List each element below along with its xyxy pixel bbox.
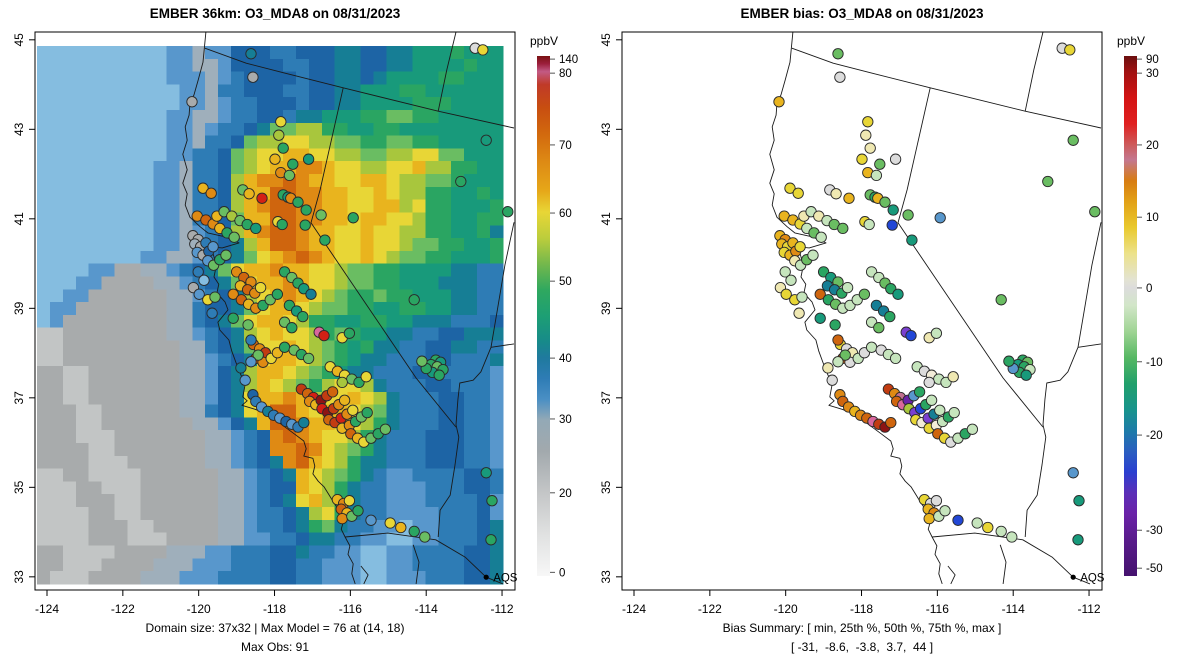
svg-text:-112: -112 bbox=[490, 602, 513, 616]
svg-text:-116: -116 bbox=[926, 602, 949, 616]
svg-text:-116: -116 bbox=[339, 602, 362, 616]
svg-text:45: 45 bbox=[12, 33, 26, 47]
svg-text:140: 140 bbox=[559, 54, 578, 66]
right-caption-line2: [ -31, -8.6, -3.8, 3.7, 44 ] bbox=[790, 640, 934, 654]
svg-text:-118: -118 bbox=[850, 602, 873, 616]
right-colorbar: 90 30 20 10 0 -10 -20 -30 -50 bbox=[1124, 54, 1163, 576]
model-raster-grid bbox=[36, 45, 504, 585]
left-state-boundaries bbox=[182, 32, 515, 585]
svg-text:39: 39 bbox=[599, 301, 613, 315]
svg-text:45: 45 bbox=[599, 33, 613, 47]
svg-text:30: 30 bbox=[1146, 68, 1159, 80]
svg-text:-10: -10 bbox=[1146, 357, 1163, 369]
svg-text:20: 20 bbox=[559, 488, 572, 500]
aqs-legend-dot bbox=[1070, 574, 1076, 580]
right-y-axis: 45 43 41 39 37 35 33 bbox=[599, 33, 622, 584]
svg-text:10: 10 bbox=[1146, 212, 1159, 224]
svg-text:43: 43 bbox=[12, 122, 26, 136]
left-y-axis: 45 43 41 39 37 35 33 bbox=[12, 33, 35, 584]
svg-text:43: 43 bbox=[599, 122, 613, 136]
svg-text:-124: -124 bbox=[622, 602, 646, 616]
left-caption-line1: Domain size: 37x32 | Max Model = 76 at (… bbox=[145, 621, 405, 635]
svg-text:-124: -124 bbox=[35, 602, 59, 616]
left-colorbar: 140 80 70 60 50 40 30 20 0 bbox=[537, 54, 578, 579]
right-colorbar-units: ppbV bbox=[1116, 34, 1146, 48]
svg-text:41: 41 bbox=[599, 212, 613, 226]
right-panel-title: EMBER bias: O3_MDA8 on 08/31/2023 bbox=[740, 6, 984, 21]
svg-text:40: 40 bbox=[559, 353, 572, 365]
right-state-boundaries bbox=[769, 32, 1102, 585]
svg-text:-112: -112 bbox=[1077, 602, 1100, 616]
svg-text:80: 80 bbox=[559, 68, 572, 80]
svg-text:37: 37 bbox=[12, 391, 26, 405]
aqs-legend-label: AQS bbox=[493, 573, 518, 585]
aqs-legend-dot bbox=[483, 574, 489, 580]
left-panel-title: EMBER 36km: O3_MDA8 on 08/31/2023 bbox=[149, 6, 401, 21]
left-caption-line2: Max Obs: 91 bbox=[240, 640, 310, 654]
svg-text:-114: -114 bbox=[1002, 602, 1025, 616]
svg-text:70: 70 bbox=[559, 140, 572, 152]
left-station-dots bbox=[186, 42, 514, 546]
left-x-axis: -124 -122 -120 -118 -116 -114 -112 bbox=[35, 590, 514, 616]
aqs-legend-label: AQS bbox=[1080, 573, 1105, 585]
svg-text:-30: -30 bbox=[1146, 525, 1163, 537]
left-map-layer bbox=[36, 32, 515, 585]
svg-text:33: 33 bbox=[12, 570, 26, 584]
right-x-axis: -124 -122 -120 -118 -116 -114 -112 bbox=[622, 590, 1101, 616]
svg-text:-114: -114 bbox=[415, 602, 438, 616]
svg-text:35: 35 bbox=[599, 480, 613, 494]
svg-text:0: 0 bbox=[1146, 283, 1152, 295]
right-station-dots bbox=[773, 42, 1101, 546]
svg-text:90: 90 bbox=[1146, 54, 1159, 66]
svg-text:39: 39 bbox=[12, 301, 26, 315]
right-map-layer bbox=[769, 32, 1102, 585]
svg-text:-120: -120 bbox=[774, 602, 798, 616]
svg-text:41: 41 bbox=[12, 212, 26, 226]
svg-text:33: 33 bbox=[599, 570, 613, 584]
svg-text:60: 60 bbox=[559, 208, 572, 220]
svg-text:20: 20 bbox=[1146, 140, 1159, 152]
left-colorbar-units: ppbV bbox=[529, 34, 559, 48]
svg-text:37: 37 bbox=[599, 391, 613, 405]
svg-text:-50: -50 bbox=[1146, 563, 1163, 575]
svg-text:-118: -118 bbox=[263, 602, 286, 616]
svg-text:35: 35 bbox=[12, 480, 26, 494]
svg-text:-122: -122 bbox=[111, 602, 135, 616]
right-caption-line1: Bias Summary: [ min, 25th %, 50th %, 75t… bbox=[722, 621, 1002, 635]
svg-text:30: 30 bbox=[559, 414, 572, 426]
svg-text:0: 0 bbox=[559, 567, 565, 579]
svg-text:-120: -120 bbox=[187, 602, 211, 616]
svg-text:-122: -122 bbox=[698, 602, 722, 616]
svg-text:50: 50 bbox=[559, 276, 572, 288]
svg-text:-20: -20 bbox=[1146, 430, 1163, 442]
